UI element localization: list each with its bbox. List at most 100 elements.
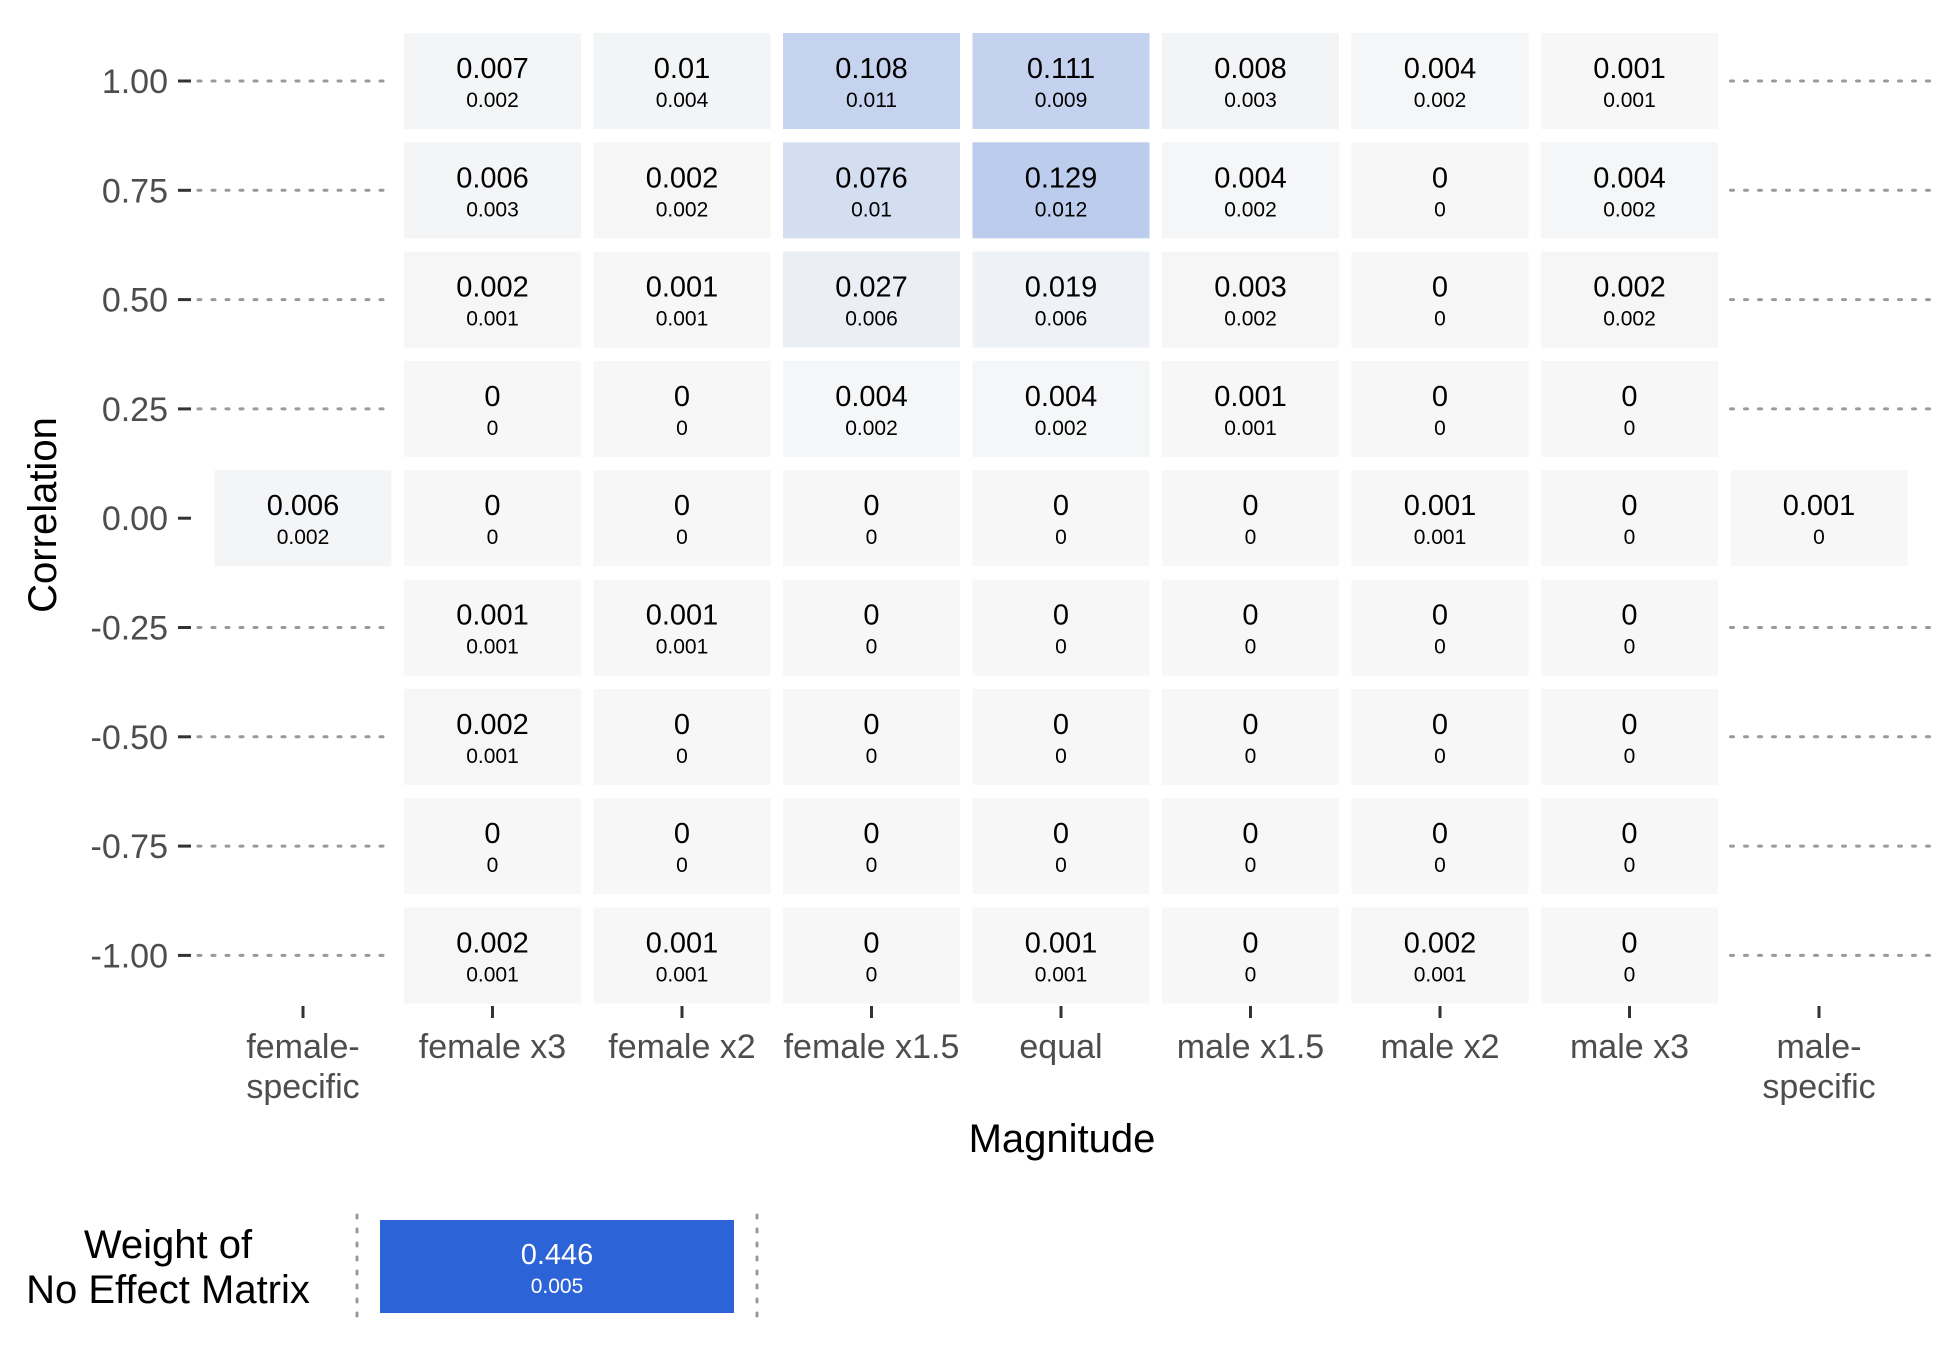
cell-rect bbox=[783, 251, 960, 348]
cell-rect bbox=[783, 33, 960, 129]
heatmap-cell: 00 bbox=[1162, 470, 1339, 567]
cell-value-label: 0 bbox=[1621, 709, 1637, 741]
cell-rect bbox=[972, 798, 1150, 895]
heatmap-cell: 00 bbox=[404, 798, 581, 895]
cell-value-label: 0 bbox=[1621, 600, 1637, 632]
heatmap-cell: 0.019 0.006 bbox=[972, 251, 1150, 348]
cell-rect bbox=[404, 798, 581, 895]
heatmap-cell: 0.129 0.012 bbox=[972, 142, 1150, 239]
cell-sub-label: 0.001 bbox=[1414, 963, 1467, 986]
cell-value-label: 0.019 bbox=[1025, 272, 1098, 304]
cell-rect bbox=[783, 579, 960, 676]
cell-rect bbox=[1351, 470, 1529, 567]
cell-value-label: 0.006 bbox=[267, 490, 340, 522]
cell-sub-label: 0 bbox=[1055, 745, 1067, 768]
cell-rect bbox=[593, 33, 771, 129]
heatmap-cell: 00 bbox=[1541, 798, 1718, 895]
cell-sub-label: 0 bbox=[1245, 963, 1257, 986]
cell-value-label: 0 bbox=[1053, 600, 1069, 632]
cell-value-label: 0.003 bbox=[1214, 272, 1287, 304]
cell-value-label: 0.111 bbox=[1027, 53, 1095, 85]
cell-sub-label: 0 bbox=[1245, 745, 1257, 768]
cell-rect bbox=[404, 33, 581, 129]
heatmap-cell: 00 bbox=[1541, 688, 1718, 785]
x-tick-label-female-specific: female-specific bbox=[246, 1028, 359, 1106]
cell-rect bbox=[1541, 688, 1718, 785]
heatmap-cell: 0.001 0.001 bbox=[593, 579, 771, 676]
cell-sub-label: 0.001 bbox=[656, 636, 709, 659]
cell-rect bbox=[1162, 142, 1339, 239]
heatmap-cell: 00 bbox=[1541, 579, 1718, 676]
heatmap-cell: 0.001 0.001 bbox=[1541, 33, 1718, 129]
heatmap-cell: 0.001 0.001 bbox=[972, 907, 1150, 1004]
cell-rect bbox=[1351, 798, 1529, 895]
cell-value-label: 0.007 bbox=[456, 53, 529, 85]
heatmap-cell: 00 bbox=[1541, 907, 1718, 1004]
heatmap-cell: 00 bbox=[1351, 251, 1529, 348]
cell-value-label: 0.004 bbox=[1214, 162, 1287, 194]
cell-value-label: 0 bbox=[863, 600, 879, 632]
cell-rect bbox=[1351, 360, 1529, 457]
heatmap-cell: 00 bbox=[783, 907, 960, 1004]
heatmap-cell: 00 bbox=[972, 688, 1150, 785]
cell-sub-label: 0.001 bbox=[1603, 89, 1656, 112]
cell-sub-label: 0.001 bbox=[466, 745, 519, 768]
cell-sub-label: 0 bbox=[676, 745, 688, 768]
heatmap-cell: 0.108 0.011 bbox=[783, 33, 960, 129]
cell-sub-label: 0.001 bbox=[466, 636, 519, 659]
heatmap-cell: 0.002 0.002 bbox=[1541, 251, 1718, 348]
heatmap-cell: 0.007 0.002 bbox=[404, 33, 581, 129]
cell-sub-label: 0.009 bbox=[1035, 89, 1088, 112]
cell-sub-label: 0.001 bbox=[466, 963, 519, 986]
heatmap-cell: 00 bbox=[1351, 688, 1529, 785]
cell-value-label: 0 bbox=[1432, 381, 1448, 413]
cell-value-label: 0 bbox=[1242, 600, 1258, 632]
cell-sub-label: 0 bbox=[1624, 417, 1636, 440]
x-tick-label-male-x2: male x2 bbox=[1380, 1028, 1499, 1066]
cell-rect bbox=[593, 688, 771, 785]
cell-sub-label: 0.001 bbox=[1035, 963, 1088, 986]
cell-value-label: 0.01 bbox=[654, 53, 710, 85]
cell-value-label: 0 bbox=[863, 927, 879, 959]
heatmap-cell: 00 bbox=[1162, 907, 1339, 1004]
cell-value-label: 0 bbox=[863, 818, 879, 850]
cell-value-label: 0.001 bbox=[646, 927, 719, 959]
heatmap-cell: 0.001 0.001 bbox=[593, 251, 771, 348]
cell-rect bbox=[593, 907, 771, 1004]
cell-rect bbox=[1351, 688, 1529, 785]
heatmap-cell: 0.076 0.01 bbox=[783, 142, 960, 239]
cell-sub-label: 0 bbox=[1434, 636, 1446, 659]
heatmap-cell: 00 bbox=[1541, 360, 1718, 457]
x-axis: female-specific female x3 female x2 female … bbox=[246, 1006, 1876, 1106]
heatmap-cell: 0.027 0.006 bbox=[783, 251, 960, 348]
cell-rect bbox=[1541, 142, 1718, 239]
heatmap-cell: 0.01 0.004 bbox=[593, 33, 771, 129]
cell-sub-label: 0.011 bbox=[846, 89, 897, 112]
heatmap-cell: 00 bbox=[783, 470, 960, 567]
cell-value-label: 0 bbox=[1621, 490, 1637, 522]
cell-rect bbox=[972, 360, 1150, 457]
cell-rect bbox=[1351, 251, 1529, 348]
cell-rect bbox=[1541, 360, 1718, 457]
cell-value-label: 0.001 bbox=[1404, 490, 1477, 522]
cell-rect bbox=[404, 360, 581, 457]
heatmap-cell: 00 bbox=[972, 579, 1150, 676]
cell-rect bbox=[972, 142, 1150, 239]
heatmap-cell: 0.001 0 bbox=[1730, 470, 1908, 567]
no-effect-cell bbox=[380, 1220, 734, 1313]
cell-rect bbox=[593, 798, 771, 895]
cell-sub-label: 0 bbox=[1624, 526, 1636, 549]
cell-rect bbox=[404, 579, 581, 676]
heatmap-cell: 00 bbox=[1162, 688, 1339, 785]
x-tick-label-male-x1-5: male x1.5 bbox=[1177, 1028, 1324, 1066]
cell-rect bbox=[1351, 33, 1529, 129]
cell-sub-label: 0 bbox=[1245, 854, 1257, 877]
cell-sub-label: 0.002 bbox=[1603, 198, 1656, 221]
y-tick-label: 0.50 bbox=[102, 282, 168, 320]
heatmap-cell: 0.004 0.002 bbox=[1541, 142, 1718, 239]
cell-sub-label: 0.004 bbox=[656, 89, 709, 112]
cell-value-label: 0 bbox=[863, 490, 879, 522]
cell-value-label: 0 bbox=[1432, 818, 1448, 850]
cell-sub-label: 0 bbox=[866, 636, 878, 659]
cell-sub-label: 0 bbox=[1434, 745, 1446, 768]
